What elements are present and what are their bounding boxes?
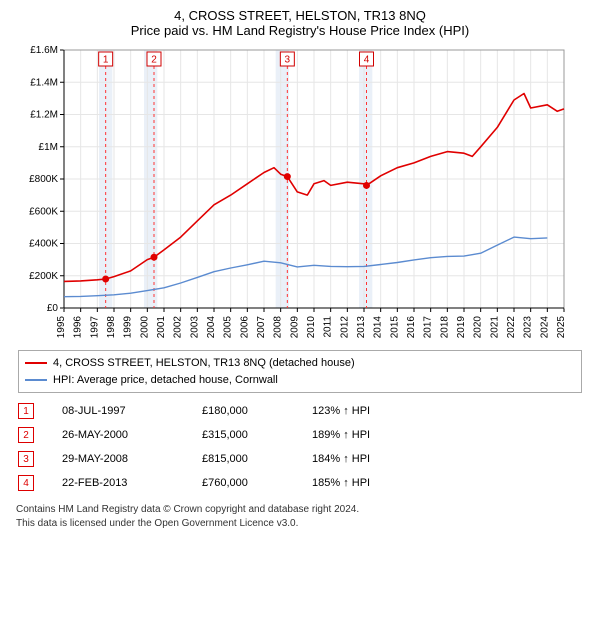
- record-index-box: 3: [18, 451, 34, 467]
- svg-text:2008: 2008: [273, 316, 284, 339]
- svg-text:2003: 2003: [189, 316, 200, 339]
- svg-text:2001: 2001: [156, 316, 167, 339]
- svg-text:4: 4: [364, 55, 370, 66]
- record-pct: 185% ↑ HPI: [312, 477, 432, 489]
- svg-text:2002: 2002: [173, 316, 184, 339]
- footer-line-2: This data is licensed under the Open Gov…: [16, 517, 584, 531]
- svg-text:£1M: £1M: [39, 142, 58, 153]
- legend-swatch: [25, 362, 47, 364]
- record-date: 08-JUL-1997: [62, 405, 202, 417]
- legend-label: 4, CROSS STREET, HELSTON, TR13 8NQ (deta…: [53, 355, 355, 372]
- chart-svg: £0 £200K £400K £600K £800K £1M £1.2M £1.4M £1.6M…: [16, 44, 576, 344]
- svg-text:2009: 2009: [289, 316, 300, 339]
- svg-text:£600K: £600K: [29, 206, 58, 217]
- legend-box: 4, CROSS STREET, HELSTON, TR13 8NQ (deta…: [18, 350, 582, 393]
- record-date: 22-FEB-2013: [62, 477, 202, 489]
- svg-text:3: 3: [285, 55, 291, 66]
- svg-text:2004: 2004: [206, 316, 217, 339]
- record-index-box: 1: [18, 403, 34, 419]
- svg-text:2007: 2007: [256, 316, 267, 339]
- svg-text:1998: 1998: [106, 316, 117, 339]
- record-row: 3 29-MAY-2008£815,000184% ↑ HPI: [18, 447, 582, 471]
- record-price: £315,000: [202, 429, 312, 441]
- svg-text:2025: 2025: [556, 316, 567, 339]
- legend-item: 4, CROSS STREET, HELSTON, TR13 8NQ (deta…: [25, 355, 575, 372]
- svg-text:2015: 2015: [389, 316, 400, 339]
- svg-text:£0: £0: [47, 303, 59, 314]
- svg-text:1997: 1997: [89, 316, 100, 339]
- svg-text:2021: 2021: [489, 316, 500, 339]
- page-title: 4, CROSS STREET, HELSTON, TR13 8NQ: [16, 8, 584, 23]
- svg-text:2000: 2000: [139, 316, 150, 339]
- record-date: 26-MAY-2000: [62, 429, 202, 441]
- svg-text:2019: 2019: [456, 316, 467, 339]
- svg-text:2016: 2016: [406, 316, 417, 339]
- footer-line-1: Contains HM Land Registry data © Crown c…: [16, 503, 584, 517]
- svg-text:1999: 1999: [123, 316, 134, 339]
- page-subtitle: Price paid vs. HM Land Registry's House …: [16, 23, 584, 38]
- svg-text:1996: 1996: [73, 316, 84, 339]
- record-date: 29-MAY-2008: [62, 453, 202, 465]
- record-row: 4 22-FEB-2013£760,000185% ↑ HPI: [18, 471, 582, 495]
- svg-text:1: 1: [103, 55, 109, 66]
- svg-text:2006: 2006: [239, 316, 250, 339]
- svg-text:2005: 2005: [223, 316, 234, 339]
- chart-area: £0 £200K £400K £600K £800K £1M £1.2M £1.4M £1.6M…: [16, 44, 584, 344]
- svg-text:£400K: £400K: [29, 239, 58, 250]
- svg-text:2017: 2017: [423, 316, 434, 339]
- record-price: £815,000: [202, 453, 312, 465]
- svg-text:2010: 2010: [306, 316, 317, 339]
- footer-text: Contains HM Land Registry data © Crown c…: [16, 503, 584, 530]
- svg-text:1995: 1995: [56, 316, 67, 339]
- record-price: £180,000: [202, 405, 312, 417]
- svg-text:£800K: £800K: [29, 174, 58, 185]
- svg-text:2023: 2023: [523, 316, 534, 339]
- svg-text:2018: 2018: [439, 316, 450, 339]
- svg-text:£200K: £200K: [29, 271, 58, 282]
- svg-text:2020: 2020: [473, 316, 484, 339]
- record-index-box: 4: [18, 475, 34, 491]
- legend-label: HPI: Average price, detached house, Corn…: [53, 372, 278, 389]
- svg-text:2: 2: [151, 55, 157, 66]
- svg-text:2012: 2012: [339, 316, 350, 339]
- record-row: 2 26-MAY-2000£315,000189% ↑ HPI: [18, 423, 582, 447]
- svg-text:2024: 2024: [539, 316, 550, 339]
- svg-text:£1.4M: £1.4M: [30, 77, 58, 88]
- svg-text:2022: 2022: [506, 316, 517, 339]
- svg-text:2011: 2011: [323, 316, 334, 338]
- record-pct: 184% ↑ HPI: [312, 453, 432, 465]
- records-table: 1 08-JUL-1997£180,000123% ↑ HPI 2 26-MAY-20…: [16, 393, 584, 497]
- record-row: 1 08-JUL-1997£180,000123% ↑ HPI: [18, 399, 582, 423]
- record-pct: 123% ↑ HPI: [312, 405, 432, 417]
- record-price: £760,000: [202, 477, 312, 489]
- record-pct: 189% ↑ HPI: [312, 429, 432, 441]
- record-index-box: 2: [18, 427, 34, 443]
- legend-swatch: [25, 379, 47, 381]
- legend-item: HPI: Average price, detached house, Corn…: [25, 372, 575, 389]
- svg-text:2014: 2014: [373, 316, 384, 339]
- svg-text:£1.2M: £1.2M: [30, 110, 58, 121]
- svg-text:£1.6M: £1.6M: [30, 45, 58, 56]
- svg-text:2013: 2013: [356, 316, 367, 339]
